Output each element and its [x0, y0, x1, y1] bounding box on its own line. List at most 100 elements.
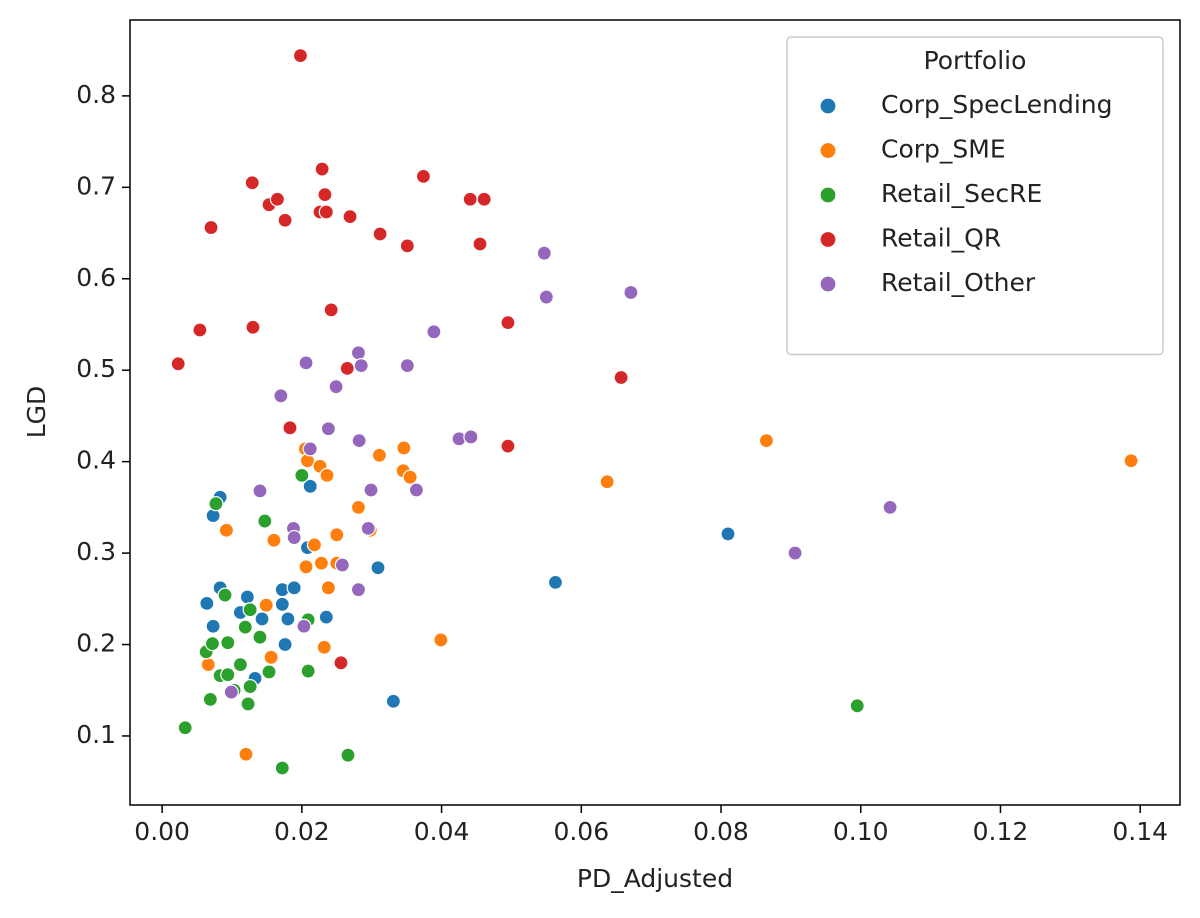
scatter-point [623, 284, 639, 301]
scatter-point [269, 191, 286, 207]
legend-label: Retail_SecRE [881, 179, 1042, 208]
scatter-point [298, 355, 314, 371]
scatter-point [613, 369, 629, 386]
scatter-point [318, 609, 334, 625]
scatter-point [408, 482, 425, 498]
scatter-point [599, 474, 615, 490]
scatter-point [342, 208, 358, 225]
scatter-point [277, 212, 293, 228]
scatter-point [242, 678, 258, 695]
scatter-point [320, 580, 337, 596]
scatter-point [266, 532, 282, 548]
scatter-point [339, 360, 355, 376]
y-tick-label: 0.3 [76, 537, 116, 566]
scatter-point [340, 747, 356, 763]
scatter-point [273, 388, 289, 404]
x-tick-label: 0.02 [274, 817, 330, 846]
scatter-point [371, 447, 388, 463]
scatter-point [360, 520, 376, 536]
scatter-point [218, 522, 235, 538]
legend-label: Retail_QR [881, 224, 1001, 253]
scatter-point [292, 48, 309, 64]
scatter-point [500, 438, 516, 454]
scatter-point [257, 513, 273, 529]
scatter-point [333, 655, 349, 671]
scatter-point [547, 574, 564, 590]
scatter-point [298, 559, 314, 575]
scatter-point [317, 187, 333, 203]
legend-marker [819, 275, 837, 293]
scatter-point [350, 345, 367, 361]
scatter-point [385, 693, 401, 709]
x-tick-label: 0.06 [553, 817, 609, 846]
y-tick-label: 0.8 [76, 80, 116, 109]
scatter-point [353, 358, 369, 374]
plot-frame [129, 19, 1181, 806]
scatter-point [240, 696, 256, 712]
scatter-point [328, 379, 344, 395]
scatter-point [244, 175, 260, 191]
legend-label: Corp_SpecLending [881, 90, 1113, 119]
y-tick-label: 0.1 [76, 720, 116, 749]
x-tick-label: 0.08 [693, 817, 749, 846]
scatter-point [372, 226, 388, 242]
legend-box [786, 36, 1164, 356]
scatter-point [319, 467, 335, 483]
scatter-point [245, 319, 261, 335]
scatter-point [238, 746, 254, 762]
scatter-point [350, 582, 367, 598]
scatter-point [261, 664, 277, 680]
legend-marker [819, 141, 837, 160]
legend-marker [819, 97, 837, 115]
x-tick-label: 0.14 [1112, 817, 1168, 846]
scatter-point [323, 302, 339, 318]
legend-label: Corp_SME [881, 135, 1006, 164]
scatter-point [232, 657, 248, 673]
scatter-point [277, 636, 293, 653]
y-tick-label: 0.4 [76, 446, 116, 475]
scatter-point [258, 597, 274, 613]
scatter-point [242, 602, 258, 618]
scatter-point [316, 639, 332, 655]
scatter-point [787, 545, 803, 561]
scatter-point [433, 632, 449, 648]
scatter-point [849, 698, 865, 714]
scatter-point [274, 596, 290, 612]
scatter-point [170, 356, 186, 372]
scatter-point [252, 483, 268, 499]
scatter-point [882, 499, 898, 515]
scatter-point [334, 557, 350, 573]
scatter-point [302, 478, 318, 494]
scatter-point [200, 657, 216, 673]
scatter-point [254, 611, 270, 627]
scatter-point [286, 580, 302, 596]
scatter-point [204, 636, 221, 652]
scatter-point [286, 529, 302, 546]
scatter-point [205, 618, 221, 634]
x-tick-label: 0.00 [134, 817, 190, 846]
x-tick-label: 0.12 [973, 817, 1029, 846]
y-tick-label: 0.6 [76, 263, 116, 292]
y-axis-label: LGD [22, 386, 51, 439]
scatter-point [463, 429, 479, 445]
scatter-point [302, 441, 318, 457]
scatter-point [223, 684, 239, 700]
y-tick-label: 0.7 [76, 171, 116, 200]
scatter-point [177, 720, 193, 736]
legend-marker [819, 230, 837, 249]
scatter-point [282, 420, 298, 436]
scatter-point [263, 649, 279, 665]
x-tick-label: 0.10 [833, 817, 889, 846]
scatter-point [203, 219, 219, 236]
scatter-point [318, 204, 334, 220]
scatter-point [300, 663, 316, 679]
scatter-point [252, 629, 268, 645]
scatter-point [313, 555, 330, 571]
y-tick-label: 0.2 [76, 629, 116, 658]
scatter-point [399, 358, 415, 374]
scatter-point [220, 635, 236, 651]
scatter-point [351, 433, 367, 449]
scatter-point [402, 469, 418, 485]
scatter-point [500, 315, 516, 331]
